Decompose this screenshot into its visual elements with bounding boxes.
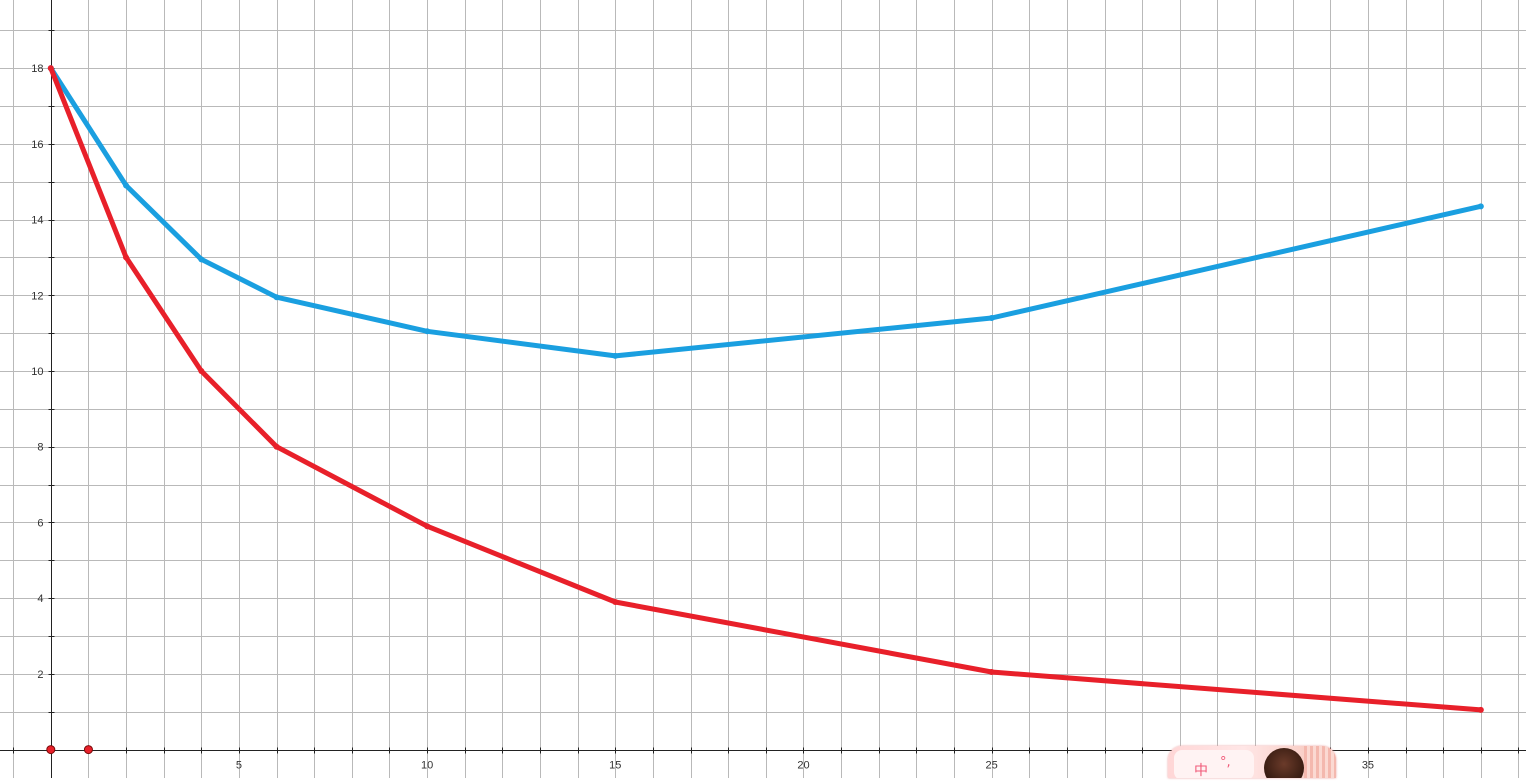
series-1-point — [612, 352, 619, 359]
axis-point-marker[interactable] — [83, 745, 93, 755]
x-tick-label: 35 — [1362, 760, 1374, 772]
series-1-point — [1477, 203, 1484, 210]
series-2-point — [1477, 706, 1484, 713]
y-tick-label: 18 — [31, 63, 43, 75]
series-2-point — [988, 668, 995, 675]
series-2-point — [424, 523, 431, 530]
series-2-point — [198, 368, 205, 375]
x-tick-label: 25 — [985, 760, 997, 772]
x-tick-label: 10 — [421, 760, 433, 772]
y-tick-label: 14 — [31, 215, 43, 227]
y-tick-label: 12 — [31, 290, 43, 302]
series-1-point — [198, 256, 205, 263]
ime-skin-avatar — [1264, 748, 1304, 778]
series-1-point — [424, 328, 431, 335]
y-tick-label: 8 — [37, 442, 43, 454]
y-tick-label: 16 — [31, 139, 43, 151]
axis-point-marker[interactable] — [46, 745, 56, 755]
x-tick-label: 15 — [609, 760, 621, 772]
tick-labels: 5 10 15 20 25 35 2 4 6 8 10 12 14 16 18 — [31, 63, 1374, 771]
y-tick-label: 10 — [31, 366, 43, 378]
ime-language-toggle[interactable]: 中 — [1194, 763, 1208, 778]
chart-series — [47, 65, 1484, 713]
ime-toolbar — [1174, 750, 1254, 778]
series-line-1 — [48, 65, 1484, 359]
ime-punctuation-toggle[interactable]: °, — [1220, 755, 1231, 770]
series-1-point — [988, 315, 995, 322]
series-1-point — [273, 294, 280, 301]
x-tick-label: 5 — [236, 760, 242, 772]
series-1-point — [123, 182, 130, 189]
series-2-point — [47, 65, 54, 72]
ime-status-widget[interactable]: 中 °, — [1168, 746, 1336, 778]
y-tick-label: 4 — [37, 593, 43, 605]
x-tick-label: 20 — [797, 760, 809, 772]
series-2-point — [612, 598, 619, 605]
y-tick-label: 2 — [37, 669, 43, 681]
y-tick-label: 6 — [37, 517, 43, 529]
ime-skin-decoration — [1304, 746, 1336, 778]
chart-markers — [46, 745, 93, 755]
series-line-2 — [48, 65, 1484, 713]
series-2-point — [273, 443, 280, 450]
series-2-point — [123, 254, 130, 261]
